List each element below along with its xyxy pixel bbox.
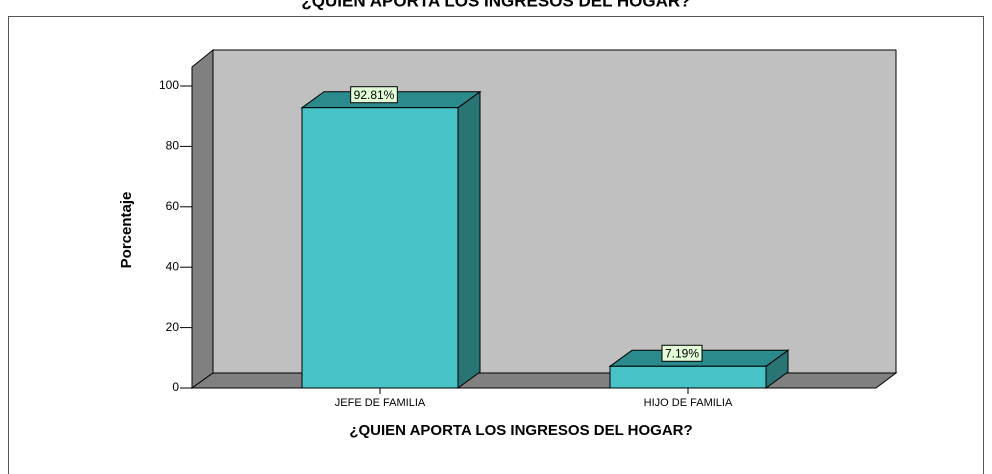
y-tick-label: 60 <box>166 199 180 213</box>
y-tick-label: 40 <box>166 259 180 273</box>
bar <box>609 365 767 389</box>
bar-side <box>457 90 481 389</box>
x-tick-label: HIJO DE FAMILIA <box>644 397 733 409</box>
value-label: 7.19% <box>665 346 699 360</box>
value-label-box <box>350 86 398 104</box>
value-label-box <box>661 344 703 362</box>
x-tick-label: JEFE DE FAMILIA <box>335 397 426 409</box>
x-axis-label: ¿QUIEN APORTA LOS INGRESOS DEL HOGAR? <box>349 422 692 439</box>
side-wall <box>191 48 214 389</box>
y-tick-label: 20 <box>166 320 180 334</box>
bar <box>301 107 459 389</box>
y-axis-label: Porcentaje <box>118 192 135 269</box>
y-tick-label: 0 <box>172 380 179 394</box>
floor <box>190 372 898 389</box>
chart-title: ¿QUIEN APORTA LOS INGRESOS DEL HOGAR? <box>301 0 690 10</box>
y-tick-label: 80 <box>166 139 180 153</box>
value-label: 92.81% <box>354 88 395 102</box>
y-tick-label: 100 <box>159 78 179 92</box>
